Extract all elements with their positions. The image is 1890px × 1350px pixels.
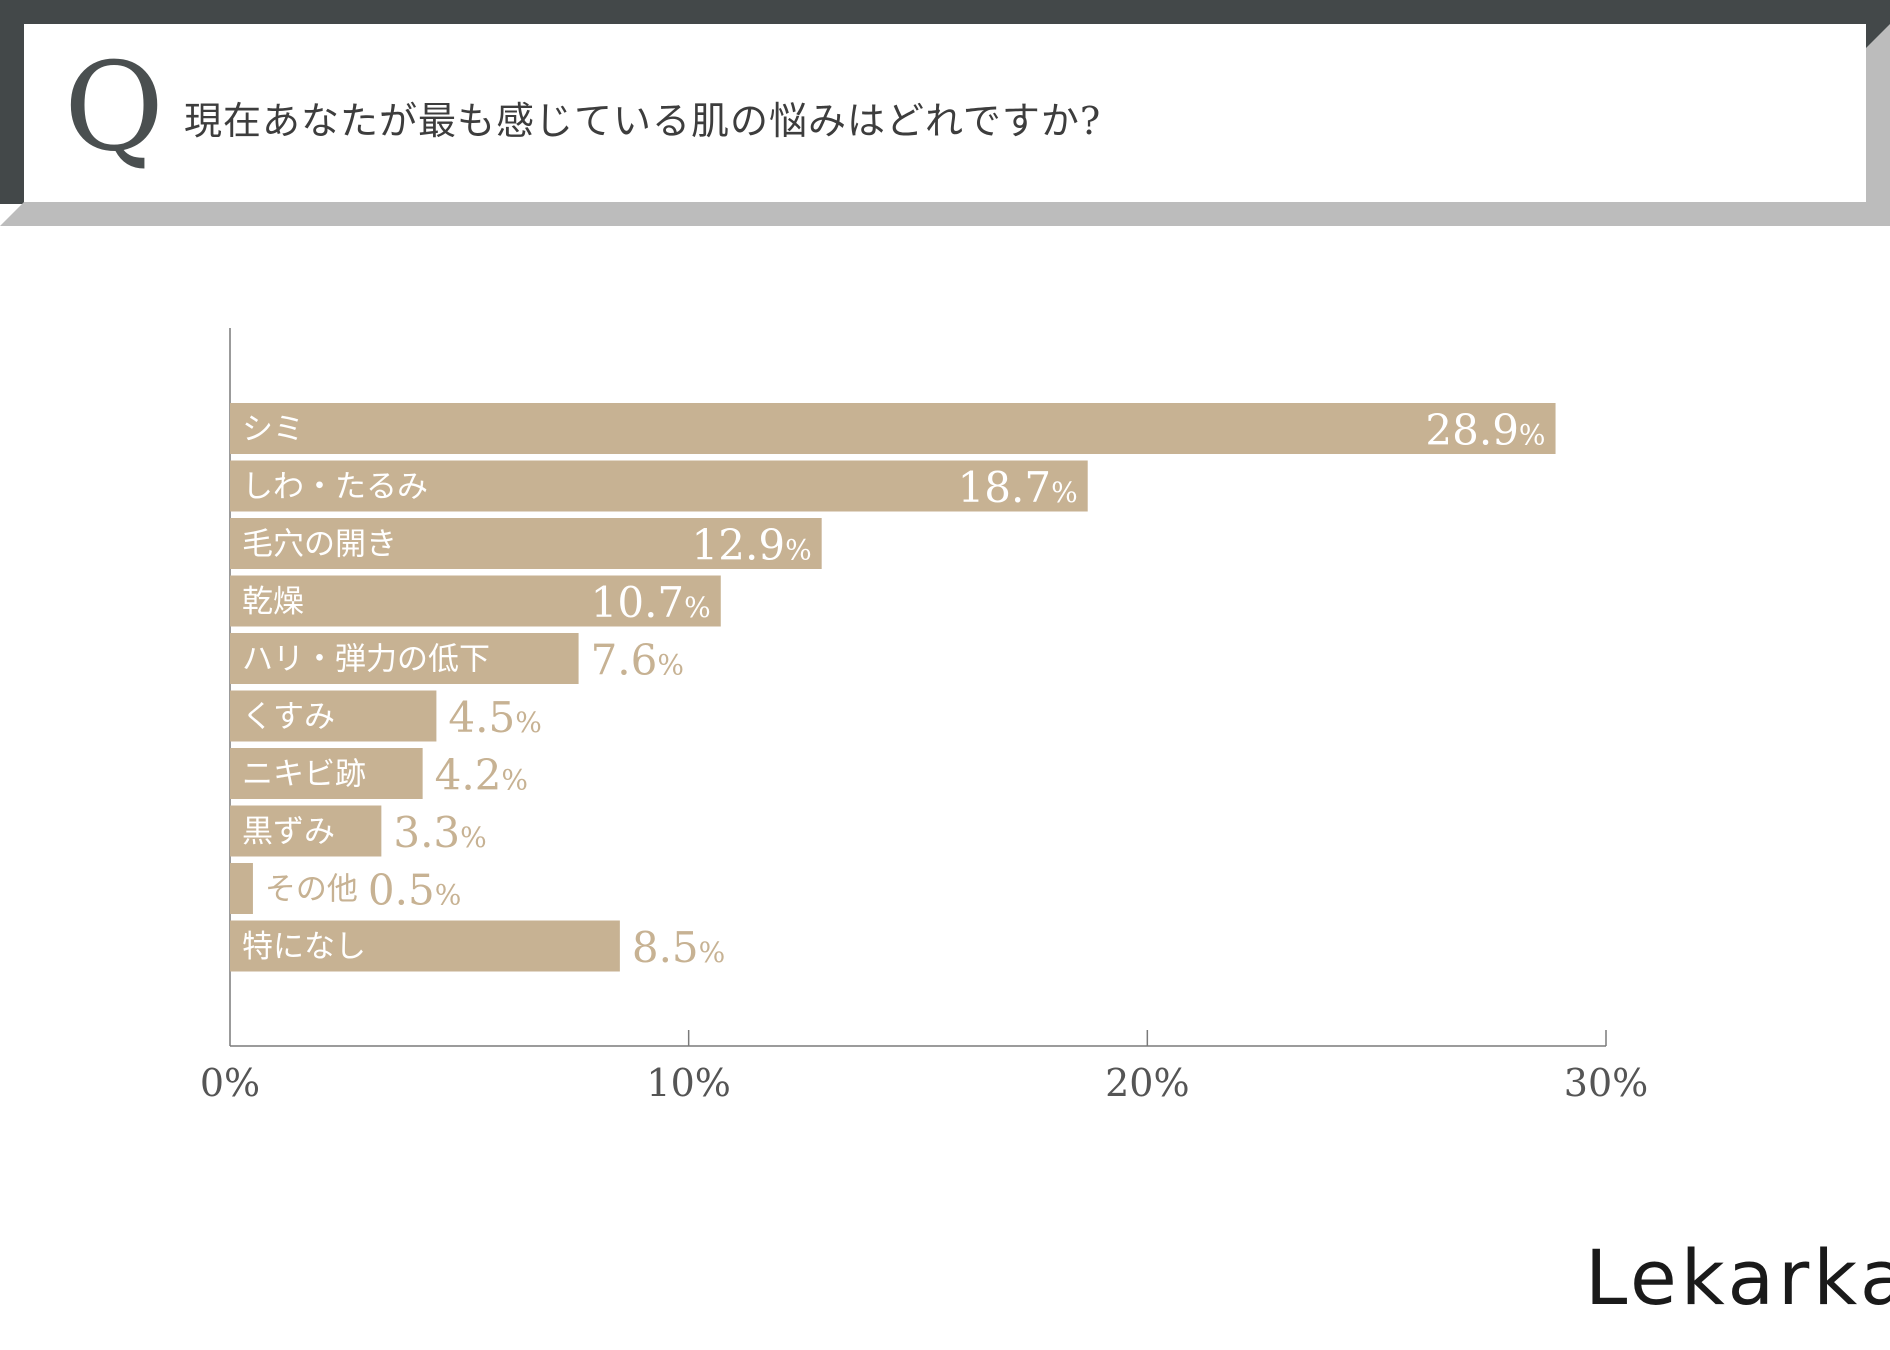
bar-category-label: ハリ・弾力の低下 (242, 642, 490, 678)
frame-top-border (0, 0, 1890, 24)
bar-category-label: 特になし (242, 929, 366, 965)
frame-corner-top-right (1866, 24, 1890, 48)
bar-category-label: ニキビ跡 (242, 757, 366, 793)
bar (230, 920, 620, 972)
frame-corner-bottom-left (0, 202, 24, 226)
bar-value-label: 0.5% (368, 866, 461, 915)
frame-right-border (1866, 24, 1890, 224)
bar (230, 575, 721, 627)
bar-value-label: 3.3% (393, 808, 486, 857)
bar-value-label: 4.2% (435, 751, 528, 800)
brand-logo: Lekarka (1585, 1233, 1890, 1322)
bar-value-label: 8.5% (632, 923, 725, 972)
x-tick-label: 20% (1105, 1061, 1189, 1105)
bar-category-label: その他 (265, 872, 358, 908)
bar-value-label: 4.5% (448, 693, 541, 742)
question-text: 現在あなたが最も感じている肌の悩みはどれですか? (184, 99, 1102, 143)
bar (230, 518, 822, 569)
bar-category-label: くすみ (242, 699, 335, 735)
frame-bottom-border (24, 202, 1890, 226)
bar-category-label: シミ (242, 412, 304, 448)
bar (230, 460, 1088, 512)
bar-value-label: 10.7% (591, 578, 711, 627)
x-tick-label: 10% (646, 1061, 730, 1105)
bar (230, 863, 253, 914)
question-box: Q 現在あなたが最も感じている肌の悩みはどれですか? (24, 24, 1866, 202)
x-tick-label: 30% (1564, 1061, 1648, 1105)
bar-category-label: 毛穴の開き (242, 527, 397, 563)
bar-value-label: 18.7% (958, 463, 1078, 512)
bar-category-label: しわ・たるみ (242, 469, 428, 505)
frame-left-border (0, 0, 24, 204)
bar (230, 690, 437, 742)
bar (230, 633, 579, 684)
bar-value-label: 28.9% (1425, 406, 1545, 455)
bar-value-label: 12.9% (692, 521, 812, 570)
bar-category-label: 乾燥 (242, 584, 304, 620)
bar-category-label: 黒ずみ (242, 814, 335, 850)
bar (230, 805, 382, 857)
question-mark-letter: Q (64, 36, 165, 178)
bar (230, 403, 1556, 454)
bar (230, 748, 423, 799)
bar-value-label: 7.6% (591, 636, 684, 685)
x-tick-label: 0% (200, 1061, 260, 1105)
